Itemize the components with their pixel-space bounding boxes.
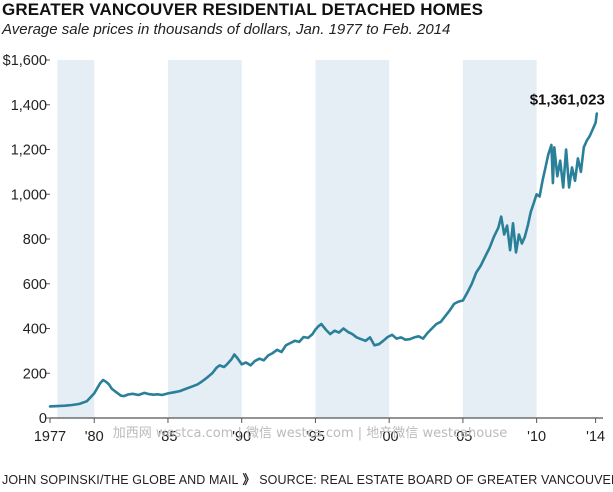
- y-tick-label: 600: [23, 277, 47, 293]
- shaded-periods: [57, 60, 537, 418]
- y-tick-label: 200: [23, 366, 47, 382]
- chart-subtitle: Average sale prices in thousands of doll…: [2, 21, 451, 38]
- x-tick-label: '05: [453, 429, 472, 445]
- x-tick-label: '14: [586, 429, 605, 445]
- shaded-band-2: [315, 60, 390, 418]
- price-callout: $1,361,023: [530, 91, 605, 108]
- x-tick-label: '10: [527, 429, 546, 445]
- x-ticks: 1977 '80 '85 '90 '95 '00 '05 '10 '14: [34, 418, 605, 445]
- chart-title: GREATER VANCOUVER RESIDENTIAL DETACHED H…: [2, 0, 484, 19]
- y-tick-label: 400: [23, 322, 47, 338]
- x-tick-label: '80: [85, 429, 104, 445]
- shaded-band-0: [57, 60, 95, 418]
- x-tick-label: 1977: [34, 429, 66, 445]
- credit-text: JOHN SOPINSKI/THE GLOBE AND MAIL: [2, 473, 239, 487]
- y-tick-label: 1,400: [11, 98, 47, 114]
- source-text: SOURCE: REAL ESTATE BOARD OF GREATER VAN…: [259, 473, 613, 487]
- x-tick-label: '00: [380, 429, 399, 445]
- shaded-band-3: [462, 60, 537, 418]
- x-tick-label: '90: [232, 429, 251, 445]
- y-tick-label: 1,000: [11, 187, 47, 203]
- y-tick-label: 800: [23, 232, 47, 248]
- y-tick-label: $1,600: [3, 53, 47, 69]
- price-line: [48, 112, 599, 408]
- separator-glyph: 》: [242, 473, 256, 487]
- shaded-band-1: [167, 60, 242, 418]
- watermark: 加西网 westca.com | 微信 westca.com | 地产微信 we…: [113, 426, 508, 441]
- x-tick-label: '95: [306, 429, 325, 445]
- y-tick-label: 1,200: [11, 143, 47, 159]
- chart-footer: JOHN SOPINSKI/THE GLOBE AND MAIL 》 SOURCE:…: [2, 469, 613, 488]
- y-ticks: 0 200 400 600 800 1,000 1,200 1,400 $1,600: [3, 53, 50, 427]
- x-tick-label: '85: [159, 429, 178, 445]
- y-tick-label: 0: [39, 411, 47, 427]
